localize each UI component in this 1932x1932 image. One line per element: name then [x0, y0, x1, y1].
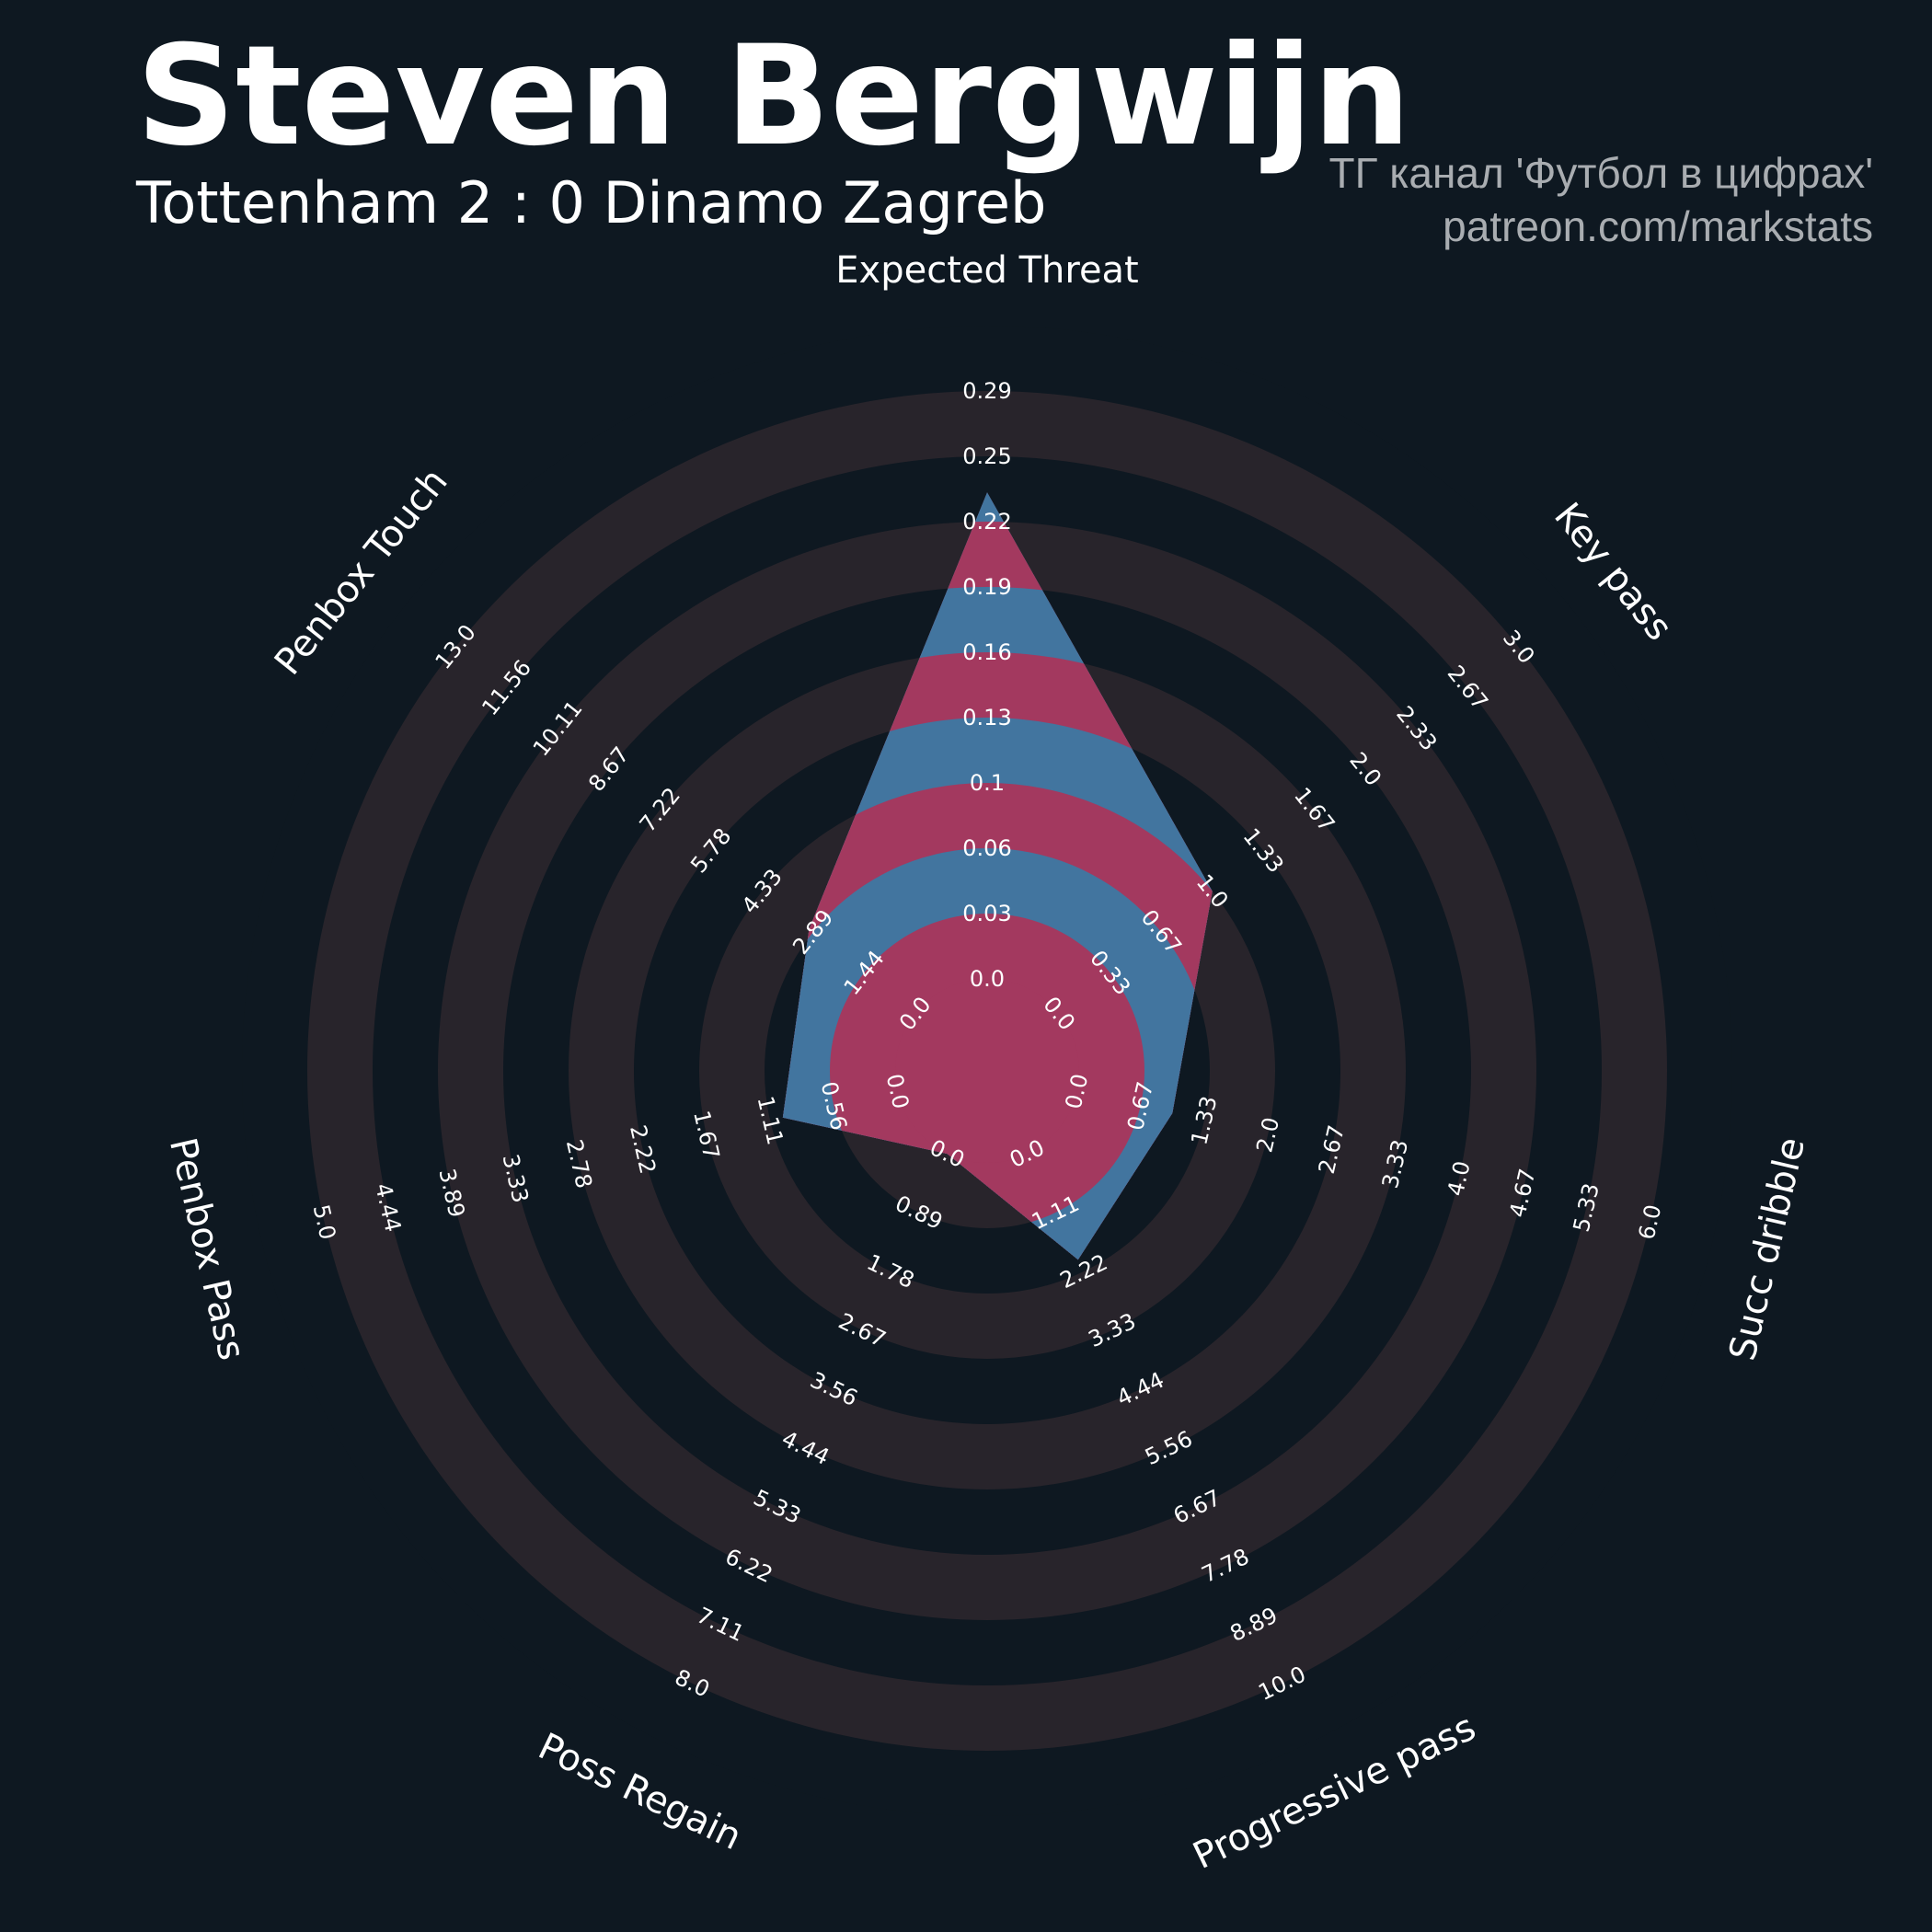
credit-patreon: patreon.com/markstats — [1443, 202, 1873, 250]
polygon-band — [895, 979, 1079, 1163]
credit-telegram: ТГ канал 'Футбол в цифрах' — [1328, 149, 1873, 197]
tick-label: 0.25 — [962, 443, 1011, 469]
axis-label: Expected Threat — [835, 249, 1139, 292]
axis-label: Penbox Pass — [161, 1133, 253, 1363]
tick-label: 0.03 — [962, 901, 1011, 926]
tick-label: 0.13 — [962, 705, 1011, 730]
tick-label: 0.16 — [962, 639, 1011, 665]
tick-label: 0.1 — [970, 770, 1005, 796]
axis-label: Succ dribble — [1721, 1133, 1813, 1364]
tick-label: 0.19 — [962, 574, 1011, 600]
tick-label: 0.29 — [962, 378, 1011, 404]
tick-label: 0.22 — [962, 509, 1011, 535]
tick-label: 0.06 — [962, 835, 1011, 861]
tick-label: 0.0 — [970, 966, 1005, 992]
player-name-title: Steven Bergwijn — [136, 17, 1411, 177]
match-subtitle: Tottenham 2 : 0 Dinamo Zagreb — [136, 169, 1047, 236]
